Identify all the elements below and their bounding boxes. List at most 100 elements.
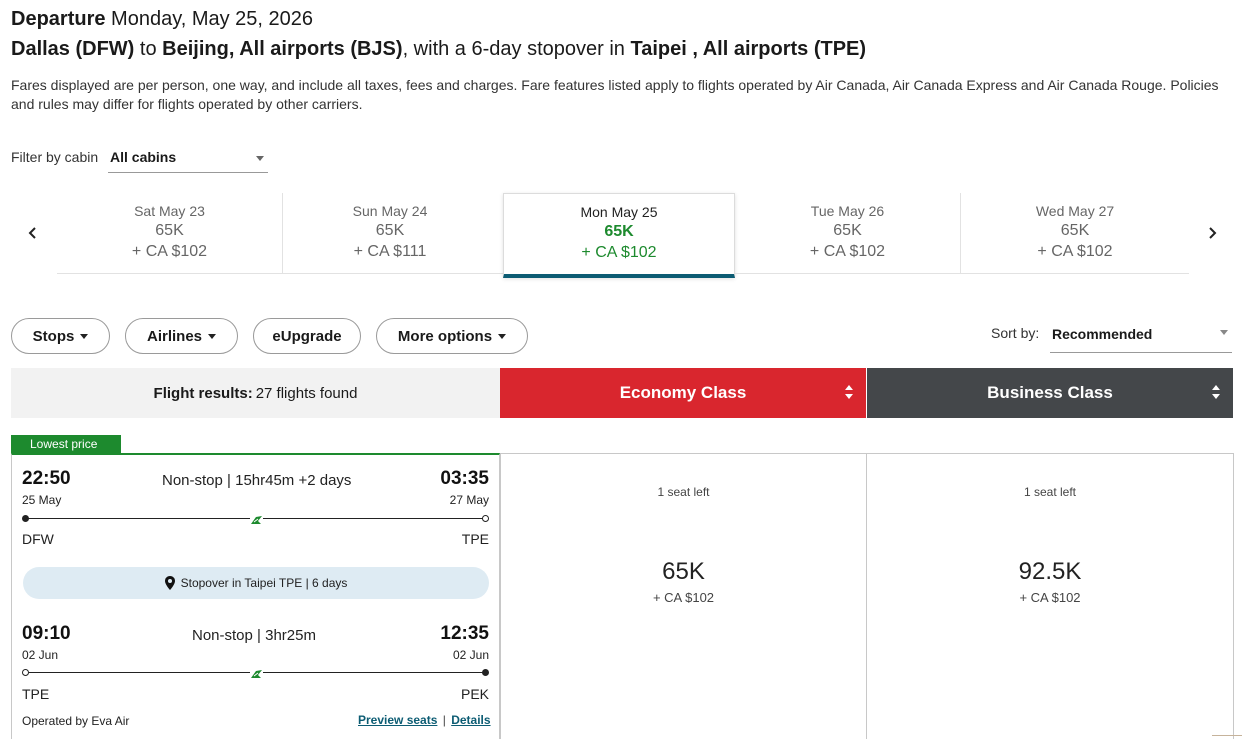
sort-select[interactable]: Recommended <box>1050 318 1232 353</box>
location-pin-icon <box>164 576 175 590</box>
date-points: 65K <box>375 222 405 239</box>
economy-seats-left: 1 seat left <box>657 485 710 499</box>
flight-links: Preview seats | Details <box>358 713 491 727</box>
stopover-text: Stopover in Taipei TPE | 6 days <box>180 576 348 590</box>
filter-label: Filter by cabin <box>11 149 99 165</box>
date-points: 65K <box>833 222 862 239</box>
airlines-label: Airlines <box>146 327 203 345</box>
economy-class-label: Economy Class <box>619 383 747 402</box>
caret-down-icon <box>80 333 89 339</box>
caret-down-icon <box>208 333 217 339</box>
business-fare-points: 92.5K <box>1018 558 1082 585</box>
airlines-filter-button[interactable]: Airlines <box>125 318 238 354</box>
cabin-filter-select[interactable]: All cabins <box>108 144 268 173</box>
origin-dot-icon <box>22 669 29 676</box>
destination: Beijing, All airports (BJS) <box>162 38 403 60</box>
origin: Dallas (DFW) <box>11 38 135 60</box>
date-day: Tue May 26 <box>810 203 885 219</box>
chevron-right-icon <box>1209 227 1217 239</box>
date-day: Sun May 24 <box>352 203 428 219</box>
segment1-arrival-date: 27 May <box>449 493 489 507</box>
business-fare-cell[interactable]: 1 seat left 92.5K + CA $102 <box>866 453 1234 739</box>
date-option[interactable]: Wed May 27 65K + CA $102 <box>961 193 1189 274</box>
business-fare-cash: + CA $102 <box>1019 590 1081 605</box>
details-link[interactable]: Details <box>451 713 491 727</box>
date-option[interactable]: Sun May 24 65K + CA $111 <box>277 193 503 274</box>
date-cash: + CA $102 <box>809 243 886 260</box>
segment1-info: Non-stop | 15hr45m +2 days <box>162 472 352 489</box>
eva-air-logo-icon <box>250 667 263 678</box>
segment1-arrival-time: 03:35 <box>440 468 489 489</box>
destination-dot-icon <box>482 669 489 676</box>
more-options-button[interactable]: More options <box>376 318 528 354</box>
segment1-departure-time: 22:50 <box>22 468 71 489</box>
stopover-city: Taipei , All airports (TPE) <box>630 38 867 60</box>
segment2-departure-date: 02 Jun <box>22 648 59 662</box>
stopover-banner: Stopover in Taipei TPE | 6 days <box>23 567 489 599</box>
caret-down-icon <box>498 333 507 339</box>
date-cash: + CA $102 <box>581 244 657 261</box>
economy-fare-cash: + CA $102 <box>652 590 715 605</box>
segment2-info: Non-stop | 3hr25m <box>192 627 316 644</box>
chevron-down-icon <box>256 156 264 161</box>
cabin-filter-value: All cabins <box>110 149 177 165</box>
date-points: 65K <box>155 222 184 239</box>
origin-dot-icon <box>22 515 29 522</box>
eupgrade-label: eUpgrade <box>272 327 342 345</box>
link-separator: | <box>442 713 446 727</box>
eva-air-logo-icon <box>250 513 263 524</box>
economy-fare-points: 65K <box>662 558 705 585</box>
departure-date: Monday, May 25, 2026 <box>111 8 314 30</box>
segment2-departure-time: 09:10 <box>22 623 71 644</box>
date-option[interactable]: Tue May 26 65K + CA $102 <box>735 193 961 274</box>
date-option-selected[interactable]: Mon May 25 65K + CA $102 <box>503 193 735 278</box>
economy-class-header[interactable]: Economy Class <box>500 368 866 418</box>
date-points: 65K <box>604 223 634 240</box>
date-cash: + CA $111 <box>353 243 427 260</box>
date-carousel: Sat May 23 65K + CA $102 Sun May 24 65K … <box>57 193 1189 278</box>
sort-icon <box>844 385 854 401</box>
fare-disclaimer: Fares displayed are per person, one way,… <box>11 77 1219 112</box>
corner-divider <box>1212 735 1242 739</box>
segment2-destination-code: PEK <box>460 686 489 702</box>
eupgrade-filter-button[interactable]: eUpgrade <box>253 318 361 354</box>
date-cash: + CA $102 <box>131 243 208 260</box>
sort-value: Recommended <box>1052 326 1153 342</box>
segment1-origin-code: DFW <box>22 531 54 547</box>
more-options-label: More options <box>397 327 493 345</box>
lowest-price-badge: Lowest price <box>11 435 121 453</box>
route-heading: Dallas (DFW) to Beijing, All airports (B… <box>11 38 866 61</box>
segment1-destination-code: TPE <box>461 531 489 547</box>
economy-fare-cell[interactable]: 1 seat left 65K + CA $102 <box>500 453 867 739</box>
departure-heading: Departure Monday, May 25, 2026 <box>11 8 313 31</box>
next-dates-arrow[interactable] <box>1202 220 1222 246</box>
chevron-left-icon <box>28 227 36 239</box>
segment2-arrival-date: 02 Jun <box>452 648 489 662</box>
date-option[interactable]: Sat May 23 65K + CA $102 <box>57 193 283 274</box>
sort-label: Sort by: <box>991 325 1040 341</box>
segment1-departure-date: 25 May <box>22 493 62 507</box>
departure-label: Departure <box>11 8 106 30</box>
results-count: 27 flights found <box>255 384 358 402</box>
prev-dates-arrow[interactable] <box>23 220 43 246</box>
business-class-header[interactable]: Business Class <box>867 368 1233 418</box>
date-points: 65K <box>1060 222 1090 239</box>
segment2-arrival-time: 12:35 <box>440 623 489 644</box>
business-seats-left: 1 seat left <box>1023 485 1077 499</box>
operated-by: Operated by Eva Air <box>22 714 130 728</box>
date-cash: + CA $102 <box>1037 243 1113 260</box>
results-label: Flight results: <box>153 384 253 402</box>
preview-seats-link[interactable]: Preview seats <box>358 713 438 727</box>
date-day: Wed May 27 <box>1035 203 1115 219</box>
date-day: Sat May 23 <box>134 203 205 219</box>
chevron-down-icon <box>1220 330 1228 335</box>
business-class-label: Business Class <box>987 383 1113 402</box>
to-word: to <box>139 38 157 60</box>
flight-results-bar: Flight results: 27 flights found <box>11 368 500 418</box>
destination-dot-icon <box>482 515 489 522</box>
stopover-text: , with a 6-day stopover in <box>402 38 625 60</box>
stops-filter-button[interactable]: Stops <box>11 318 110 354</box>
date-day: Mon May 25 <box>580 204 658 220</box>
stops-label: Stops <box>32 327 75 345</box>
sort-icon <box>1211 385 1221 401</box>
